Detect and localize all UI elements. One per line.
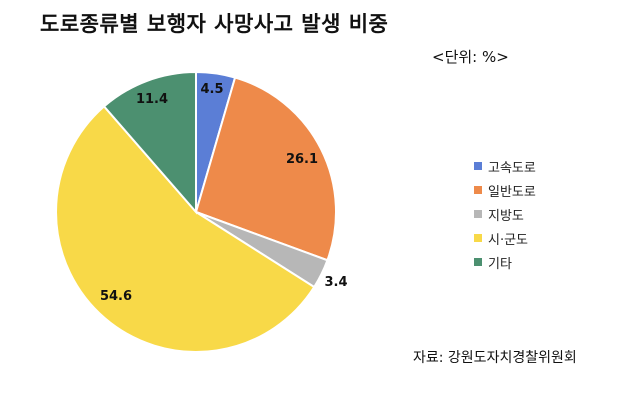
pie-slice [55,104,316,353]
chart-title: 도로종류별 보행자 사망사고 발생 비중 [40,12,389,36]
legend-label: 일반도로 [488,184,536,200]
legend-item: 일반도로 [474,178,536,202]
slice-value-label: 54.6 [100,289,132,304]
legend-swatch [474,162,482,170]
legend-swatch [474,210,482,218]
source-note: 자료: 강원도자치경찰위원회 [413,350,577,366]
pie-slice [102,70,197,215]
legend-item: 고속도로 [474,154,536,178]
unit-label: <단위: %> [432,48,509,66]
legend-swatch [474,186,482,194]
legend-item: 기타 [474,250,536,274]
slice-value-label: 4.5 [200,82,223,97]
legend-swatch [474,258,482,266]
legend-item: 시·군도 [474,226,536,250]
legend-label: 시·군도 [488,232,529,248]
legend-swatch [474,234,482,242]
pie-slice [194,76,337,262]
slice-value-label: 11.4 [136,92,168,107]
slice-value-label: 26.1 [286,152,318,167]
legend-label: 고속도로 [488,160,536,176]
legend-item: 지방도 [474,202,536,226]
legend-label: 지방도 [488,208,524,224]
slice-value-label: 3.4 [324,275,347,290]
legend-label: 기타 [488,256,512,272]
